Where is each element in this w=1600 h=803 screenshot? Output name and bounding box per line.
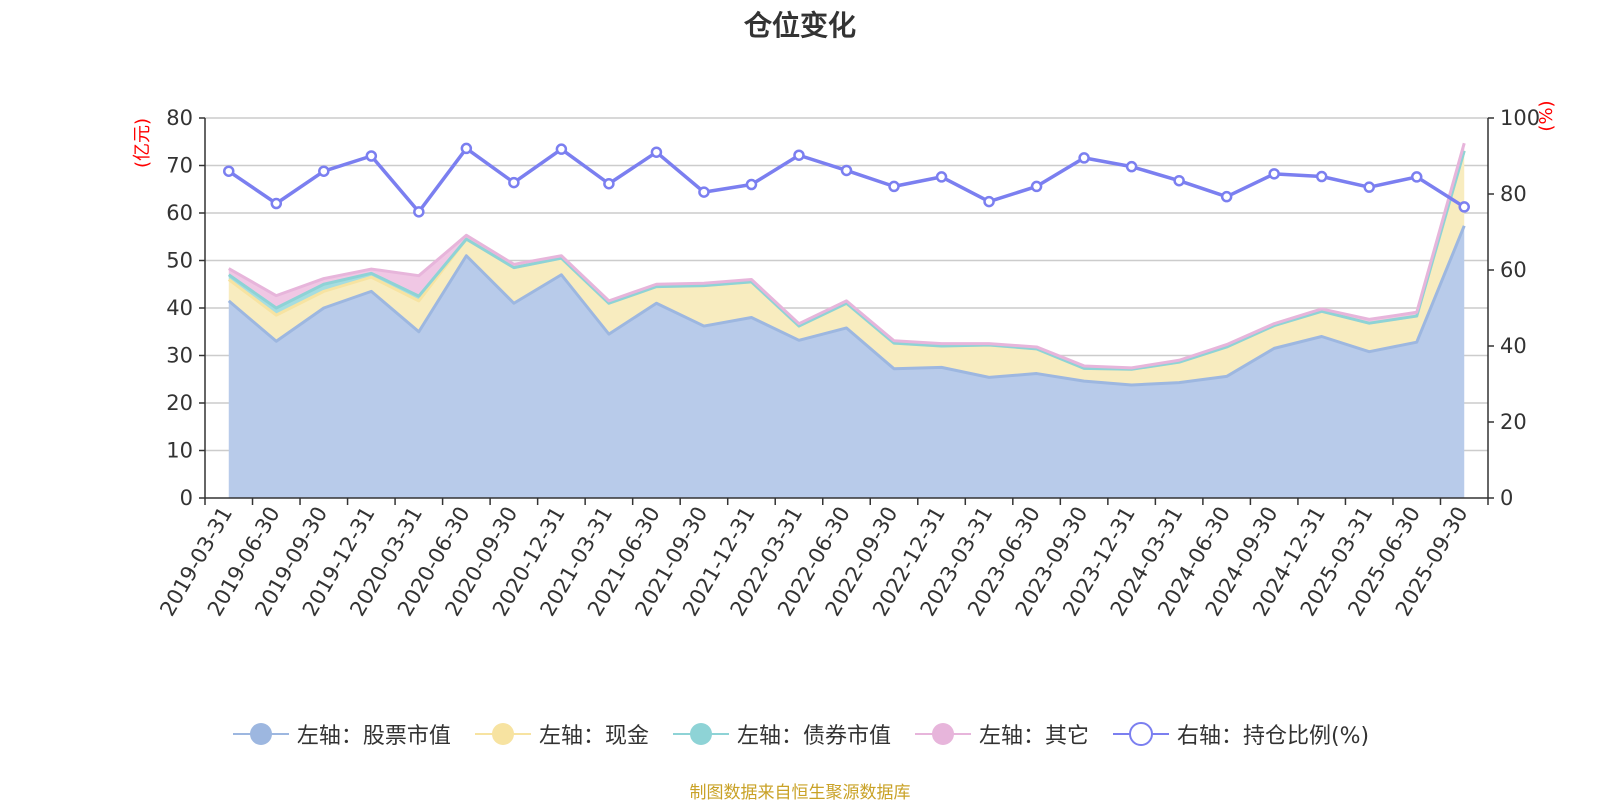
ratio-point[interactable] bbox=[1078, 152, 1090, 164]
ratio-point[interactable] bbox=[1220, 190, 1233, 203]
right-tick-label: 80 bbox=[1500, 182, 1527, 206]
ratio-point[interactable] bbox=[1268, 168, 1280, 180]
right-tick-label: 20 bbox=[1500, 410, 1527, 434]
legend: 左轴：股票市值 左轴：现金 左轴：债券市值 左轴：其它 右轴：持仓比例(%) bbox=[0, 718, 1600, 750]
left-tick-label: 10 bbox=[166, 439, 193, 463]
ratio-point[interactable] bbox=[1315, 170, 1328, 183]
ratio-point[interactable] bbox=[793, 149, 805, 161]
legend-item[interactable]: 左轴：其它 bbox=[913, 718, 1089, 750]
chart-title: 仓位变化 bbox=[743, 9, 856, 42]
legend-swatch-icon bbox=[672, 723, 729, 745]
right-tick-label: 60 bbox=[1500, 258, 1527, 282]
left-axis-unit: (亿元) bbox=[132, 118, 153, 168]
legend-swatch-icon bbox=[232, 723, 289, 745]
ratio-point[interactable] bbox=[365, 150, 378, 162]
ratio-point[interactable] bbox=[460, 142, 473, 155]
legend-label: 左轴：债券市值 bbox=[736, 724, 891, 749]
right-axis-unit: (%) bbox=[1536, 100, 1557, 131]
legend-label: 左轴：其它 bbox=[978, 724, 1089, 749]
ratio-point[interactable] bbox=[1125, 160, 1138, 173]
ratio-point[interactable] bbox=[1363, 181, 1375, 193]
ratio-point[interactable] bbox=[603, 177, 615, 190]
right-tick-label: 0 bbox=[1500, 486, 1513, 510]
legend-swatch-icon bbox=[914, 723, 971, 745]
legend-item[interactable]: 左轴：债券市值 bbox=[671, 718, 891, 750]
area-series-line-2 bbox=[227, 150, 1466, 371]
legend-label: 左轴：股票市值 bbox=[296, 724, 451, 749]
left-tick-label: 70 bbox=[166, 154, 193, 178]
ratio-point[interactable] bbox=[840, 164, 853, 177]
ratio-point[interactable] bbox=[555, 143, 568, 155]
legend-item[interactable]: 右轴：持仓比例(%) bbox=[1111, 718, 1369, 750]
left-tick-label: 0 bbox=[180, 486, 193, 510]
ratio-point[interactable] bbox=[888, 180, 900, 193]
left-tick-label: 40 bbox=[166, 296, 193, 320]
ratio-point[interactable] bbox=[650, 146, 663, 158]
ratio-point[interactable] bbox=[745, 178, 758, 191]
ratio-point[interactable] bbox=[1458, 201, 1470, 213]
legend-swatch-icon bbox=[474, 723, 531, 745]
left-tick-label: 60 bbox=[166, 201, 193, 225]
legend-label: 右轴：持仓比例(%) bbox=[1176, 724, 1370, 749]
source-note: 制图数据来自恒生聚源数据库 bbox=[689, 783, 911, 803]
right-tick-label: 100 bbox=[1500, 106, 1540, 130]
left-tick-label: 80 bbox=[166, 106, 193, 130]
legend-swatch-icon bbox=[1112, 722, 1169, 746]
left-tick-label: 20 bbox=[166, 391, 193, 415]
area-series-0 bbox=[228, 225, 1465, 498]
left-tick-label: 30 bbox=[166, 344, 193, 368]
area-series-line-0 bbox=[227, 225, 1466, 387]
left-tick-label: 50 bbox=[166, 249, 193, 273]
ratio-point[interactable] bbox=[223, 165, 235, 177]
ratio-line bbox=[227, 146, 1466, 214]
legend-item[interactable]: 左轴：现金 bbox=[473, 718, 649, 750]
ratio-point[interactable] bbox=[1030, 180, 1043, 193]
ratio-point[interactable] bbox=[1173, 174, 1185, 187]
ratio-point[interactable] bbox=[508, 176, 520, 189]
ratio-point[interactable] bbox=[983, 195, 995, 208]
ratio-point[interactable] bbox=[935, 171, 948, 183]
area-series-line-3 bbox=[228, 142, 1466, 370]
ratio-point[interactable] bbox=[413, 206, 425, 218]
ratio-point[interactable] bbox=[318, 165, 330, 177]
legend-item[interactable]: 左轴：股票市值 bbox=[231, 718, 451, 750]
ratio-point[interactable] bbox=[1410, 171, 1423, 183]
ratio-point[interactable] bbox=[698, 186, 710, 198]
right-tick-label: 40 bbox=[1500, 334, 1527, 358]
legend-label: 左轴：现金 bbox=[538, 724, 649, 749]
ratio-point[interactable] bbox=[270, 197, 283, 210]
